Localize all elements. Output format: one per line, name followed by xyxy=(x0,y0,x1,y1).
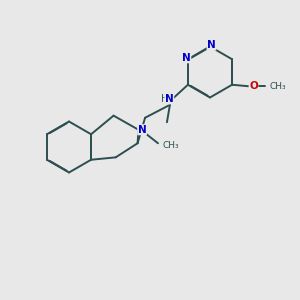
Text: N: N xyxy=(165,94,174,104)
Text: N: N xyxy=(207,40,216,50)
Text: N: N xyxy=(182,53,191,63)
Text: H: H xyxy=(161,94,168,104)
Text: N: N xyxy=(138,125,146,135)
Text: O: O xyxy=(249,81,258,91)
Text: CH₃: CH₃ xyxy=(163,141,179,150)
Text: CH₃: CH₃ xyxy=(270,82,286,91)
